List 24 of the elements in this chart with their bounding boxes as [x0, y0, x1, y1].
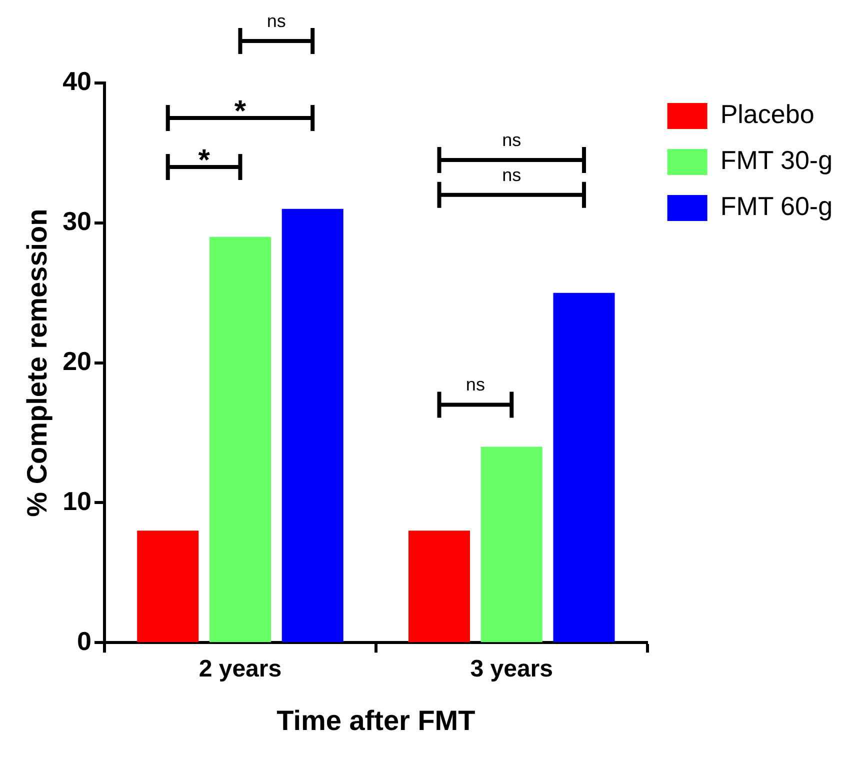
- bar: [137, 530, 199, 642]
- bar: [553, 292, 615, 642]
- y-tick-label: 0: [77, 626, 92, 656]
- legend-label: FMT 30-g: [720, 145, 833, 176]
- y-tick-label: 20: [62, 346, 92, 376]
- x-tick-label: 2 years: [198, 656, 282, 683]
- bar: [282, 208, 344, 642]
- x-tick-label: 3 years: [470, 656, 553, 683]
- legend-label: FMT 60-g: [720, 191, 833, 222]
- bar: [480, 446, 542, 642]
- y-tick-label: 40: [62, 66, 92, 96]
- text: ns: [266, 11, 286, 31]
- y-axis-title: % Complete remession: [22, 208, 53, 517]
- annotation: ns: [502, 164, 522, 185]
- bar: [408, 530, 470, 642]
- x-axis-title: Time after FMT: [276, 704, 476, 736]
- legend-label: Placebo: [720, 99, 814, 130]
- y-tick-label: 30: [62, 206, 92, 236]
- bar: [209, 236, 271, 642]
- annotation: *: [198, 144, 210, 178]
- annotation: ns: [502, 130, 522, 150]
- annotation: ns: [466, 374, 485, 395]
- y-tick-label: 10: [62, 486, 92, 516]
- annotation: *: [234, 95, 246, 128]
